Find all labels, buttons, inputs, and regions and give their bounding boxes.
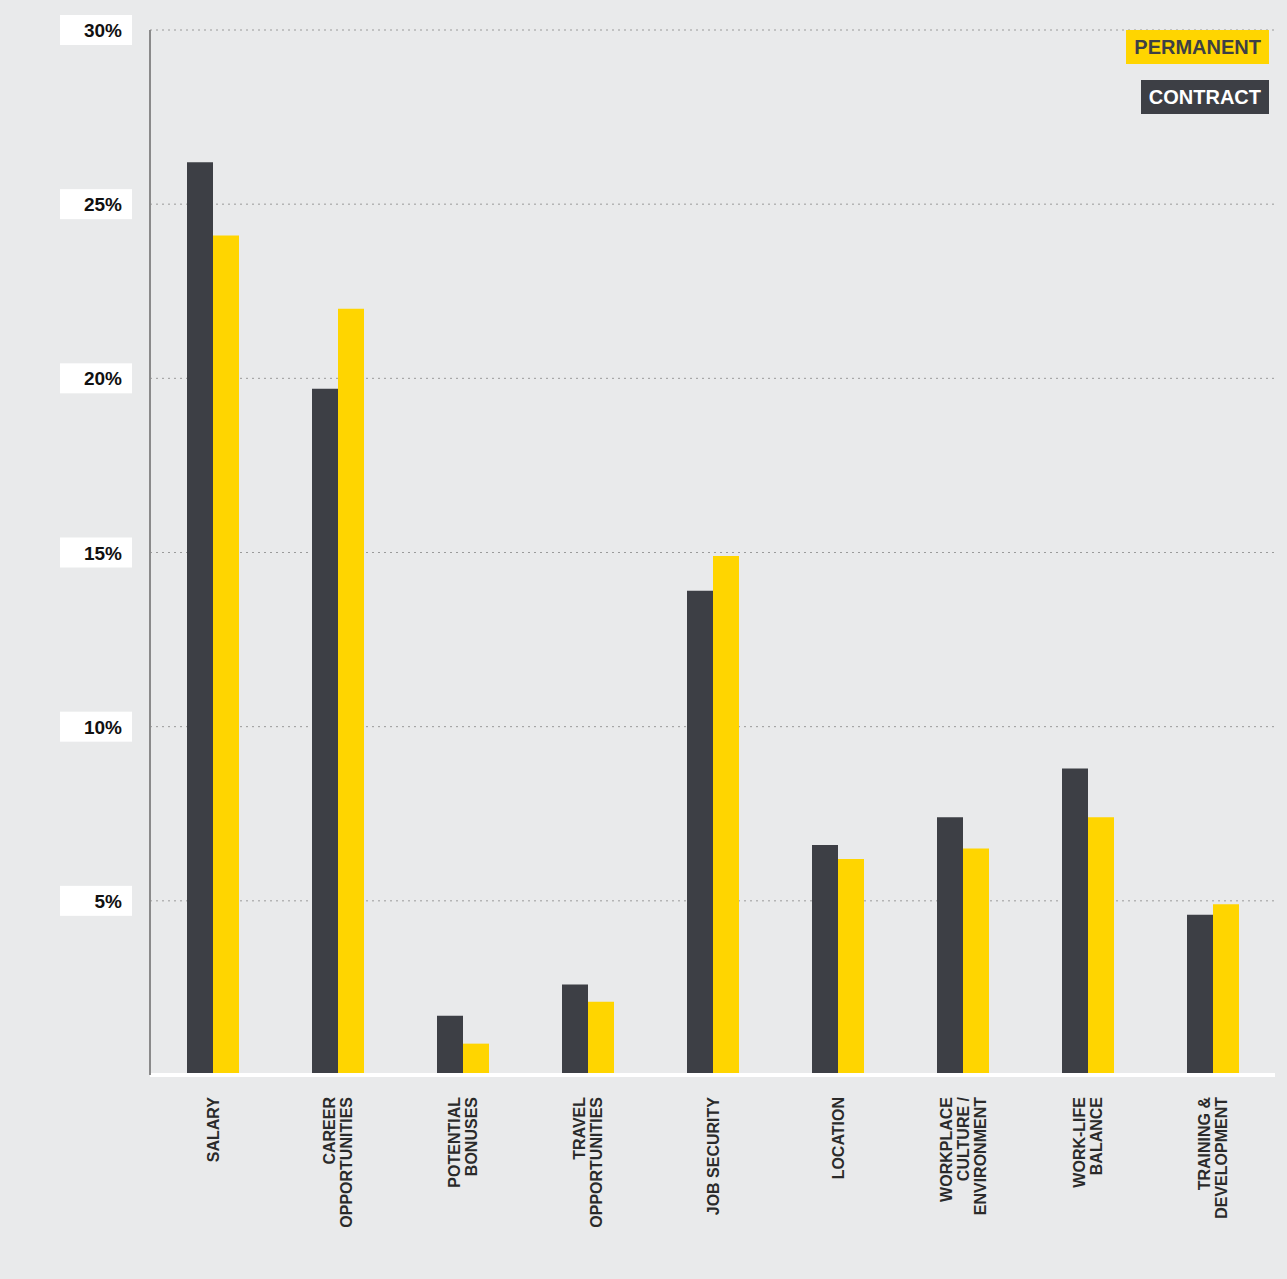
svg-text:30%: 30%	[84, 20, 122, 41]
html-text:CONTRACT: CONTRACT	[1148, 86, 1261, 108]
svg-text:BONUSES: BONUSES	[463, 1097, 480, 1176]
svg-text:CULTURE /: CULTURE /	[955, 1096, 972, 1181]
svg-text:15%: 15%	[84, 543, 122, 564]
svg-text:ENVIRONMENT: ENVIRONMENT	[972, 1097, 989, 1215]
svg-text:CAREER: CAREER	[321, 1097, 338, 1165]
svg-text:10%: 10%	[84, 717, 122, 738]
svg-text:WORKPLACE: WORKPLACE	[938, 1097, 955, 1202]
svg-text:SALARY: SALARY	[205, 1097, 222, 1163]
svg-text:OPPORTUNITIES: OPPORTUNITIES	[338, 1097, 355, 1228]
svg-text:POTENTIAL: POTENTIAL	[446, 1097, 463, 1188]
html-text:PERMANENT: PERMANENT	[1134, 36, 1261, 58]
svg-text:JOB SECURITY: JOB SECURITY	[705, 1097, 722, 1216]
svg-text:TRAINING &: TRAINING &	[1196, 1097, 1213, 1191]
svg-text:25%: 25%	[84, 194, 122, 215]
svg-text:LOCATION: LOCATION	[830, 1097, 847, 1179]
svg-text:OPPORTUNITIES: OPPORTUNITIES	[588, 1097, 605, 1228]
svg-text:WORK-LIFE: WORK-LIFE	[1071, 1097, 1088, 1188]
svg-text:BALANCE: BALANCE	[1088, 1097, 1105, 1176]
svg-text:20%: 20%	[84, 368, 122, 389]
svg-text:DEVELOPMENT: DEVELOPMENT	[1213, 1097, 1230, 1219]
svg-text:TRAVEL: TRAVEL	[571, 1097, 588, 1160]
svg-text:5%: 5%	[95, 891, 123, 912]
